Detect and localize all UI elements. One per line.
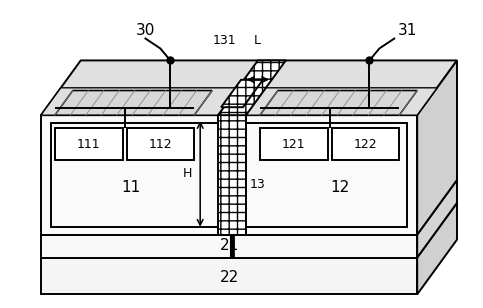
Text: 11: 11 (121, 180, 140, 195)
Text: 13: 13 (250, 178, 266, 191)
Polygon shape (41, 203, 457, 257)
Bar (127, 128, 194, 160)
Polygon shape (417, 180, 457, 257)
Bar (41, 235, 417, 257)
Polygon shape (260, 91, 417, 115)
Text: 112: 112 (149, 138, 172, 151)
Text: 12: 12 (330, 180, 349, 195)
Polygon shape (218, 60, 286, 115)
Polygon shape (41, 60, 457, 115)
Text: 122: 122 (354, 138, 377, 151)
Text: 30: 30 (136, 23, 155, 38)
Text: 31: 31 (398, 23, 417, 38)
Bar (41, 257, 417, 294)
Text: 22: 22 (219, 270, 239, 285)
Bar (51, 123, 407, 227)
Text: 21: 21 (219, 238, 239, 253)
Text: 131: 131 (213, 34, 236, 47)
Bar (218, 115, 246, 235)
Bar (230, 235, 234, 257)
Text: L: L (254, 34, 261, 47)
Bar (55, 128, 123, 160)
Polygon shape (41, 180, 457, 235)
Polygon shape (55, 91, 212, 115)
Polygon shape (417, 60, 457, 235)
Text: 111: 111 (77, 138, 100, 151)
Bar (332, 128, 399, 160)
Polygon shape (246, 88, 437, 115)
Text: 121: 121 (282, 138, 306, 151)
Bar (260, 128, 327, 160)
Text: H: H (183, 168, 192, 180)
Polygon shape (221, 80, 263, 107)
Bar (41, 115, 417, 235)
Polygon shape (417, 203, 457, 294)
Polygon shape (41, 88, 238, 115)
